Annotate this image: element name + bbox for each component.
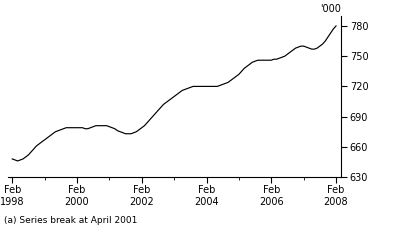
Text: (a) Series break at April 2001: (a) Series break at April 2001 xyxy=(4,216,137,225)
Text: '000: '000 xyxy=(320,4,341,14)
